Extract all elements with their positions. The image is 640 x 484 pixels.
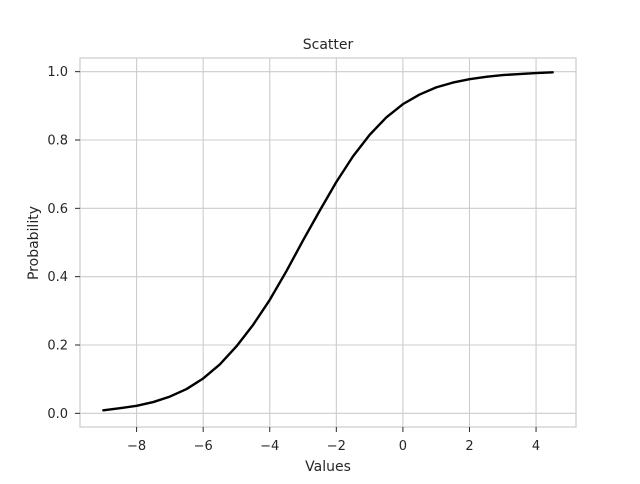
y-tick-label: 0.8	[47, 134, 68, 149]
grid	[80, 58, 576, 427]
series-line	[102, 71, 554, 412]
x-tick-label: 2	[465, 439, 473, 454]
chart-title: Scatter	[303, 37, 354, 53]
y-tick-label: 0.2	[47, 339, 68, 354]
y-axis-label: Probability	[26, 206, 42, 280]
x-tick-label: 0	[399, 439, 407, 454]
y-tick-label: 0.6	[47, 202, 68, 217]
x-tick-label: −8	[127, 439, 146, 454]
y-axis: 0.0 0.2 0.4 0.6 0.8 1.0	[47, 65, 80, 422]
x-axis-label: Values	[305, 459, 351, 475]
x-tick-label: −6	[194, 439, 213, 454]
y-tick-label: 0.4	[47, 270, 68, 285]
series-layer	[102, 71, 554, 412]
x-tick-label: 4	[532, 439, 540, 454]
x-tick-label: −2	[327, 439, 346, 454]
x-axis: −8 −6 −4 −2 0 2 4	[127, 427, 540, 454]
x-tick-label: −4	[260, 439, 279, 454]
y-tick-label: 0.0	[47, 407, 68, 422]
y-tick-label: 1.0	[47, 65, 68, 80]
plot-area-frame	[79, 57, 577, 428]
